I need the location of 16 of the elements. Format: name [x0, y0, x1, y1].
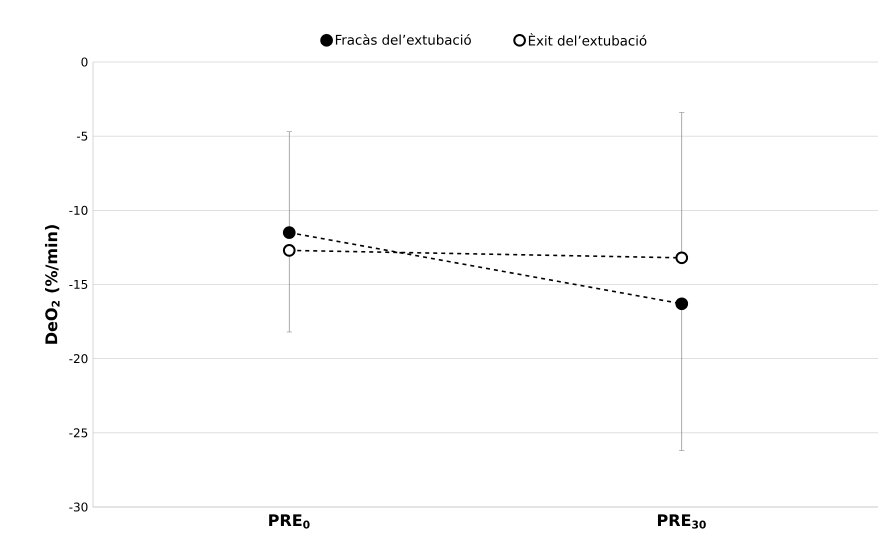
x-tick-label: PRE$_{30}$	[658, 514, 706, 529]
y-tick-label: -20	[69, 354, 88, 364]
point	[282, 226, 296, 239]
y-tick-label: -30	[69, 502, 88, 512]
y-tick-label: -10	[69, 206, 88, 215]
y-tick-label: -5	[76, 132, 88, 141]
y-tick-label: -15	[69, 280, 88, 289]
y-tick-label: 0	[81, 57, 88, 67]
point	[675, 297, 688, 310]
y-tick-label: -25	[69, 428, 88, 438]
point	[675, 251, 688, 264]
y-axis-title: DeO$_{2}$ (%/min)	[44, 225, 60, 344]
point	[282, 244, 296, 257]
legend-label: Fracàs del’extubació	[336, 34, 471, 45]
legend-label: Èxit del’extubació	[528, 33, 646, 46]
x-tick-label: PRE$_{0}$	[269, 514, 310, 529]
